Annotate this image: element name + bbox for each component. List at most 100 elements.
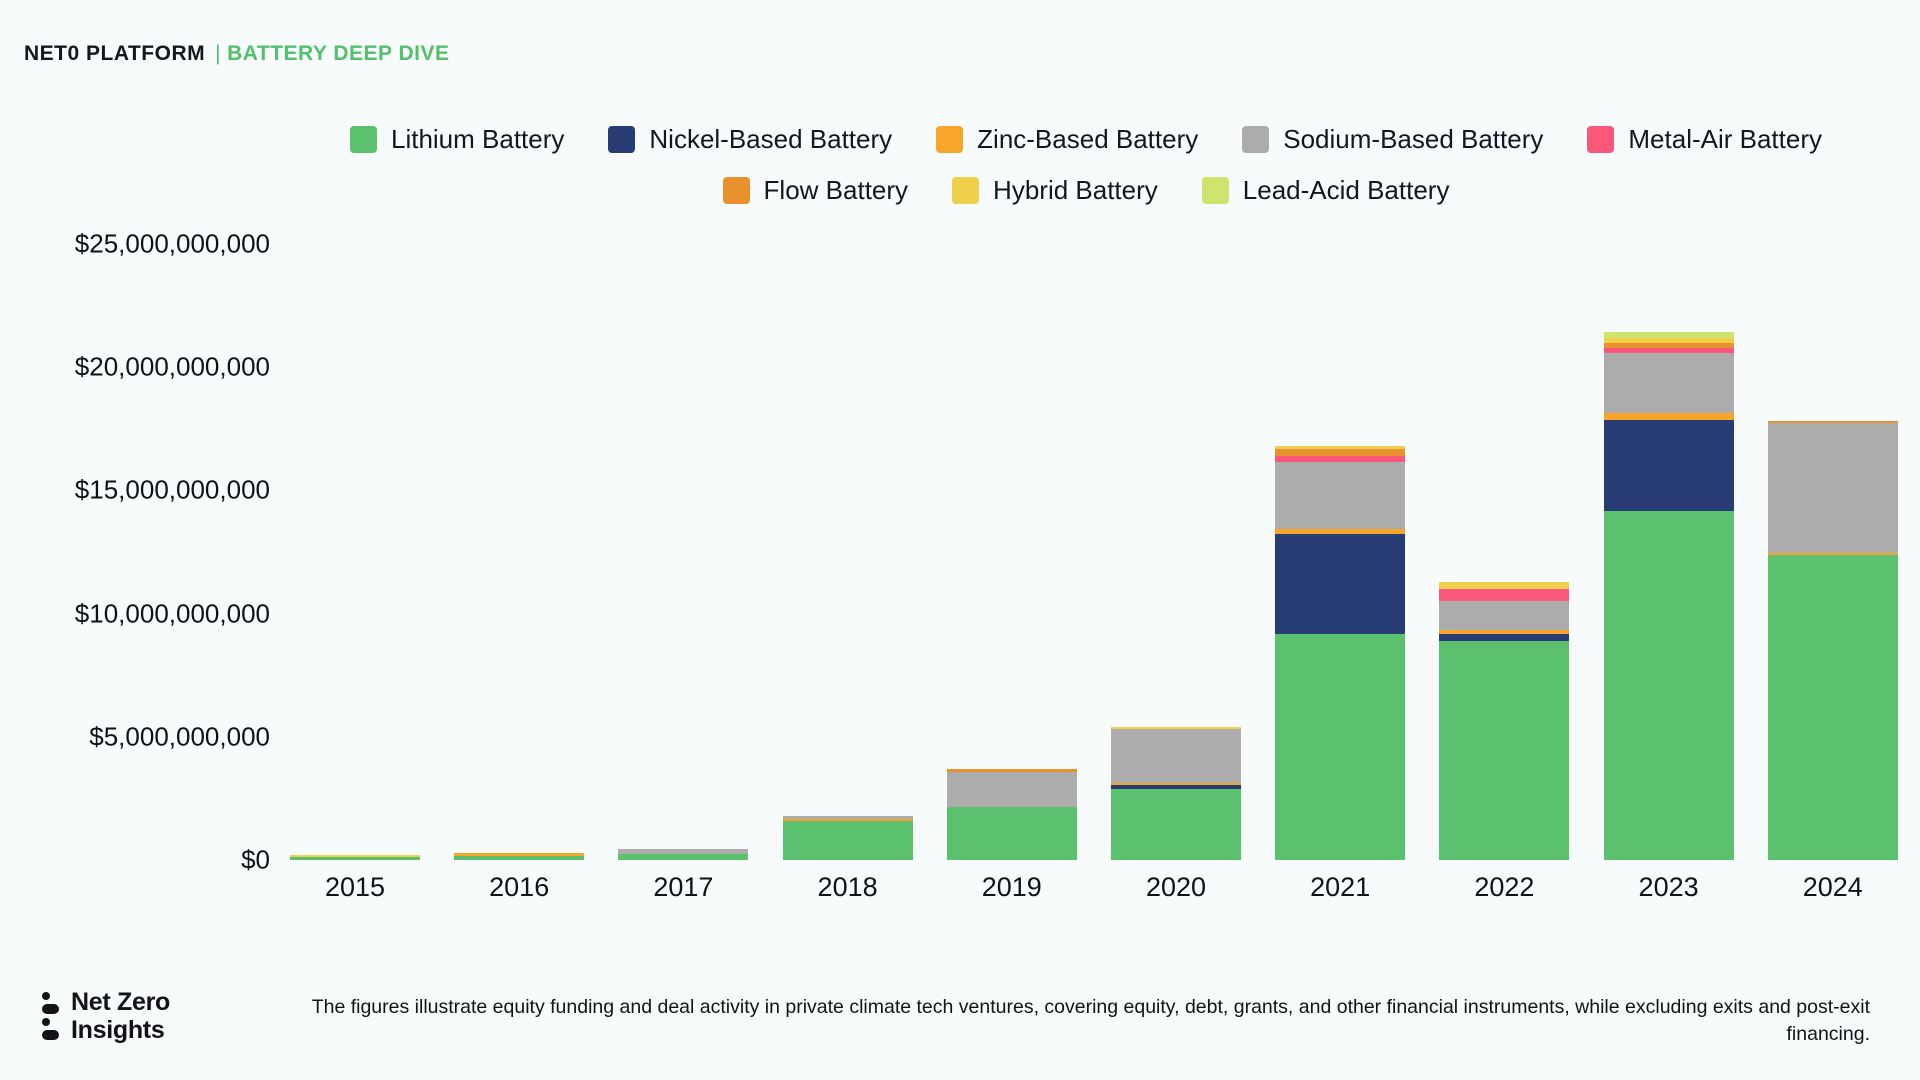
bar-segment-2019-flow-battery[interactable] bbox=[946, 768, 1077, 772]
bar-segment-2023-sodium-based-battery[interactable] bbox=[1603, 353, 1734, 414]
bar-2020 bbox=[1111, 726, 1241, 860]
bar-segment-2022-metal-air-battery[interactable] bbox=[1439, 589, 1570, 602]
bar-segment-2017-sodium-based-battery[interactable] bbox=[618, 849, 749, 854]
bar-segment-2020-nickel-based-battery[interactable] bbox=[1111, 784, 1241, 789]
logo-bar bbox=[42, 1030, 59, 1040]
bar-2022 bbox=[1439, 582, 1570, 860]
bar-segment-2023-flow-battery[interactable] bbox=[1603, 342, 1734, 348]
bar-segment-2021-metal-air-battery[interactable] bbox=[1275, 456, 1406, 462]
bar-segment-2016-zinc-based-battery[interactable] bbox=[454, 853, 585, 856]
y-tick-label: $20,000,000,000 bbox=[74, 351, 270, 382]
legend-label: Nickel-Based Battery bbox=[649, 124, 893, 154]
legend-swatch bbox=[952, 177, 980, 204]
bar-segment-2018-zinc-based-battery[interactable] bbox=[782, 818, 913, 822]
bar-2016 bbox=[454, 853, 585, 860]
methodology-disclaimer: The figures illustrate equity funding an… bbox=[311, 996, 1870, 1045]
bar-segment-2024-sodium-based-battery[interactable] bbox=[1767, 423, 1898, 553]
x-tick-label-2017: 2017 bbox=[653, 872, 714, 902]
x-tick-label-2022: 2022 bbox=[1474, 872, 1535, 902]
bar-segment-2024-flow-battery[interactable] bbox=[1767, 420, 1898, 424]
x-tick-label-2020: 2020 bbox=[1145, 872, 1207, 902]
bar-segment-2016-lithium-battery[interactable] bbox=[454, 855, 585, 860]
legend-swatch bbox=[722, 177, 750, 204]
bar-segment-2022-zinc-based-battery[interactable] bbox=[1439, 629, 1570, 634]
bar-segment-2021-nickel-based-battery[interactable] bbox=[1275, 534, 1406, 634]
x-tick-label-2024: 2024 bbox=[1802, 872, 1863, 902]
bar-segment-2022-hybrid-battery[interactable] bbox=[1439, 582, 1570, 590]
bar-segment-2021-sodium-based-battery[interactable] bbox=[1275, 461, 1406, 530]
bar-segment-2021-flow-battery[interactable] bbox=[1275, 449, 1406, 457]
bar-segment-2023-nickel-based-battery[interactable] bbox=[1603, 419, 1734, 512]
bar-segment-2015-hybrid-battery[interactable] bbox=[290, 854, 420, 857]
legend-label: Sodium-Based Battery bbox=[1283, 124, 1544, 154]
bar-2017 bbox=[618, 849, 749, 860]
bar-2023 bbox=[1603, 331, 1734, 860]
legend-label: Hybrid Battery bbox=[993, 175, 1158, 205]
bar-segment-2023-hybrid-battery[interactable] bbox=[1603, 337, 1734, 343]
legend-item-metal-air-battery[interactable]: Metal-Air Battery bbox=[1587, 124, 1822, 155]
x-tick-label-2016: 2016 bbox=[489, 872, 550, 902]
legend-row: Lithium Battery Nickel-Based Battery Zinc-… bbox=[349, 124, 1822, 155]
net-zero-insights-logo: Net Zero Insights bbox=[42, 988, 170, 1044]
legend-item-zinc-based-battery[interactable]: Zinc-Based Battery bbox=[936, 124, 1198, 155]
legend-label: Flow Battery bbox=[763, 175, 909, 205]
legend-swatch bbox=[1587, 126, 1615, 153]
legend-item-nickel-based-battery[interactable]: Nickel-Based Battery bbox=[608, 124, 892, 155]
legend-label: Lithium Battery bbox=[390, 124, 565, 154]
bar-segment-2024-zinc-based-battery[interactable] bbox=[1767, 552, 1898, 555]
legend-swatch bbox=[1242, 126, 1270, 153]
bar-2021 bbox=[1275, 446, 1406, 860]
report-header: NET0 PLATFORM | BATTERY DEEP DIVE bbox=[24, 42, 450, 66]
bar-segment-2019-lithium-battery[interactable] bbox=[946, 807, 1077, 860]
bar-segment-2021-hybrid-battery[interactable] bbox=[1275, 446, 1406, 450]
bar-segment-2020-sodium-based-battery[interactable] bbox=[1111, 728, 1241, 783]
bar-segment-2020-zinc-based-battery[interactable] bbox=[1111, 782, 1241, 785]
bar-segment-2023-lead-acid-battery[interactable] bbox=[1603, 331, 1734, 338]
legend-item-hybrid-battery[interactable]: Hybrid Battery bbox=[952, 175, 1158, 206]
bar-2015 bbox=[290, 854, 420, 860]
bar-segment-2021-zinc-based-battery[interactable] bbox=[1275, 529, 1406, 535]
bar-2019 bbox=[946, 768, 1077, 860]
legend-row: Flow Battery Hybrid Battery Lead-Acid Batt… bbox=[722, 175, 1450, 206]
page-title: BATTERY DEEP DIVE bbox=[227, 42, 450, 65]
legend-item-flow-battery[interactable]: Flow Battery bbox=[722, 175, 909, 206]
bar-segment-2022-lithium-battery[interactable] bbox=[1439, 640, 1570, 860]
logo-bar bbox=[42, 1004, 59, 1014]
header-divider: | bbox=[215, 42, 222, 65]
legend-label: Lead-Acid Battery bbox=[1242, 175, 1450, 205]
bar-segment-2023-lithium-battery[interactable] bbox=[1603, 511, 1734, 860]
legend-label: Zinc-Based Battery bbox=[977, 124, 1199, 154]
chart-legend: Lithium Battery Nickel-Based Battery Zinc-… bbox=[272, 124, 1900, 206]
bar-segment-2023-metal-air-battery[interactable] bbox=[1603, 347, 1734, 354]
bar-segment-2022-nickel-based-battery[interactable] bbox=[1439, 633, 1570, 641]
y-tick-label: $0 bbox=[241, 844, 270, 875]
bar-segment-2015-lithium-battery[interactable] bbox=[290, 857, 420, 860]
bar-segment-2023-zinc-based-battery[interactable] bbox=[1603, 413, 1734, 420]
bar-segment-2020-lithium-battery[interactable] bbox=[1111, 788, 1241, 860]
bar-segment-2022-sodium-based-battery[interactable] bbox=[1439, 601, 1570, 630]
bar-segment-2021-lithium-battery[interactable] bbox=[1275, 633, 1406, 860]
x-tick-label-2021: 2021 bbox=[1310, 872, 1371, 902]
y-tick-label: $5,000,000,000 bbox=[89, 721, 270, 752]
bar-segment-2024-lithium-battery[interactable] bbox=[1767, 555, 1898, 860]
x-tick-label-2023: 2023 bbox=[1638, 872, 1699, 902]
logo-icon bbox=[42, 992, 59, 1040]
bar-segment-2018-sodium-based-battery[interactable] bbox=[782, 816, 913, 819]
bar-2018 bbox=[782, 816, 913, 860]
legend-item-lead-acid-battery[interactable]: Lead-Acid Battery bbox=[1201, 175, 1450, 206]
bar-segment-2019-sodium-based-battery[interactable] bbox=[946, 771, 1077, 808]
y-tick-label: $15,000,000,000 bbox=[74, 474, 270, 505]
y-tick-label: $25,000,000,000 bbox=[74, 228, 270, 259]
legend-swatch bbox=[608, 126, 636, 153]
logo-dot bbox=[42, 1018, 50, 1026]
legend-swatch bbox=[936, 126, 964, 153]
bar-segment-2017-lithium-battery[interactable] bbox=[618, 853, 749, 860]
logo-line1: Net Zero bbox=[71, 988, 171, 1016]
legend-item-sodium-based-battery[interactable]: Sodium-Based Battery bbox=[1242, 124, 1543, 155]
legend-item-lithium-battery[interactable]: Lithium Battery bbox=[349, 124, 565, 155]
platform-name: NET0 PLATFORM bbox=[24, 42, 206, 65]
x-tick-label-2019: 2019 bbox=[981, 872, 1042, 902]
bar-segment-2020-hybrid-battery[interactable] bbox=[1111, 726, 1241, 729]
bar-segment-2018-lithium-battery[interactable] bbox=[782, 821, 913, 860]
